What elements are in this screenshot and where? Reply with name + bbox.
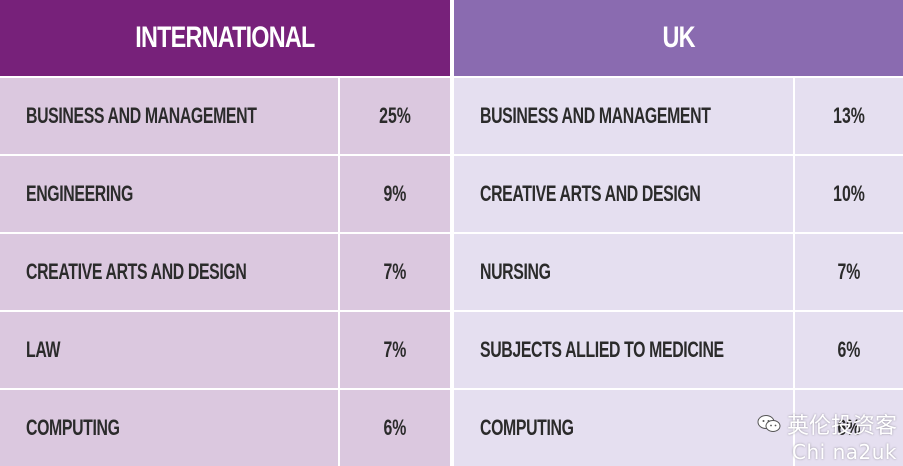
international-heading: INTERNATIONAL — [135, 21, 315, 54]
watermark-text: 英伦投资客 — [786, 414, 897, 439]
table-row: SUBJECTS ALLIED TO MEDICINE 6% — [453, 310, 903, 388]
percent-cell: 7% — [338, 312, 450, 388]
table-row: COMPUTING 6% — [0, 388, 450, 466]
table-row: COMPUTING 6% — [453, 388, 903, 466]
percent-cell: 10% — [792, 156, 903, 232]
percent-cell: 6% — [338, 390, 450, 466]
international-table: INTERNATIONAL BUSINESS AND MANAGEMENT 25… — [0, 0, 450, 466]
table-row: NURSING 7% — [453, 232, 903, 310]
subject-cell: COMPUTING — [26, 415, 120, 440]
watermark: 英伦投资客 Chi na2uk — [757, 408, 897, 464]
wechat-icon — [757, 415, 781, 432]
table-row: LAW 7% — [0, 310, 450, 388]
subject-cell: CREATIVE ARTS AND DESIGN — [26, 259, 247, 284]
table-row: ENGINEERING 9% — [0, 154, 450, 232]
table-row: CREATIVE ARTS AND DESIGN 10% — [453, 154, 903, 232]
watermark-subtext: Chi na2uk — [792, 440, 897, 464]
uk-heading: UK — [662, 21, 695, 54]
international-header: INTERNATIONAL — [0, 0, 450, 76]
subject-cell: ENGINEERING — [26, 181, 133, 206]
subject-cell: CREATIVE ARTS AND DESIGN — [479, 181, 701, 206]
subject-cell: COMPUTING — [479, 415, 574, 440]
subject-cell: LAW — [26, 337, 61, 362]
subject-cell: BUSINESS AND MANAGEMENT — [26, 103, 257, 128]
uk-table: UK BUSINESS AND MANAGEMENT 13% CREATIVE … — [453, 0, 903, 466]
watermark-top: 英伦投资客 — [757, 408, 897, 440]
percent-cell: 9% — [338, 156, 450, 232]
percent-cell: 6% — [792, 390, 903, 466]
uk-rows: BUSINESS AND MANAGEMENT 13% CREATIVE ART… — [453, 76, 903, 466]
table-row: BUSINESS AND MANAGEMENT 13% — [453, 76, 903, 154]
subject-cell: BUSINESS AND MANAGEMENT — [479, 103, 711, 128]
percent-cell: 6% — [792, 312, 903, 388]
international-rows: BUSINESS AND MANAGEMENT 25% ENGINEERING … — [0, 76, 450, 466]
subject-cell: NURSING — [479, 259, 551, 284]
percent-cell: 7% — [338, 234, 450, 310]
table-row: BUSINESS AND MANAGEMENT 25% — [0, 76, 450, 154]
percent-cell: 25% — [338, 78, 450, 154]
uk-header: UK — [453, 0, 903, 76]
table-row: CREATIVE ARTS AND DESIGN 7% — [0, 232, 450, 310]
percent-cell: 13% — [792, 78, 903, 154]
subject-cell: SUBJECTS ALLIED TO MEDICINE — [479, 337, 724, 362]
percent-cell: 7% — [792, 234, 903, 310]
